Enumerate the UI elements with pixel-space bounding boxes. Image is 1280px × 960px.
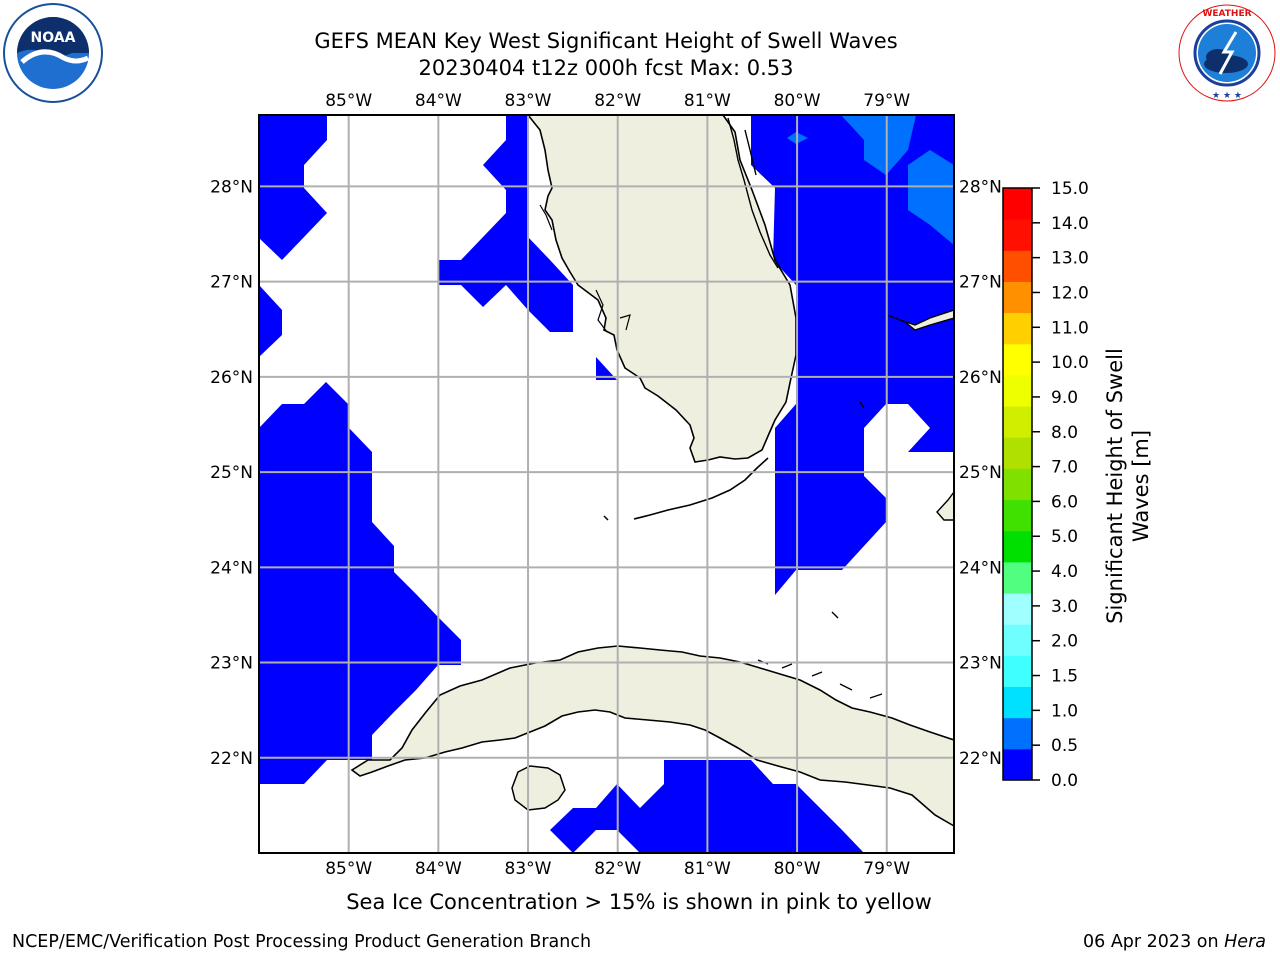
svg-text:WEATHER: WEATHER bbox=[1202, 9, 1251, 19]
latitude-label: 28°N bbox=[959, 177, 1002, 197]
colorbar-tick-label: 11.0 bbox=[1051, 318, 1089, 338]
colorbar-block bbox=[1003, 624, 1032, 656]
longitude-label: 79°W bbox=[863, 91, 910, 111]
colorbar-tick-label: 8.0 bbox=[1051, 423, 1078, 443]
colorbar-ticks: 0.0 0.5 1.0 1.5 2.0 3.0 4.0 5.0 6.0 7.0 8.0 9.0 10.0… bbox=[1032, 179, 1089, 791]
svg-text:NOAA: NOAA bbox=[31, 30, 76, 46]
latitude-label: 26°N bbox=[959, 368, 1002, 388]
latitude-label: 25°N bbox=[959, 463, 1002, 483]
longitude-label: 82°W bbox=[594, 859, 641, 879]
sea-ice-note: Sea Ice Concentration > 15% is shown in … bbox=[346, 890, 932, 914]
colorbar-block bbox=[1003, 499, 1032, 532]
colorbar-tick-label: 9.0 bbox=[1051, 388, 1078, 408]
colorbar-block bbox=[1003, 593, 1032, 625]
longitude-label: 79°W bbox=[863, 859, 910, 879]
latitude-label: 28°N bbox=[210, 177, 253, 197]
colorbar-tick-label: 5.0 bbox=[1051, 527, 1078, 547]
longitude-label: 80°W bbox=[774, 859, 821, 879]
latitude-label: 22°N bbox=[959, 749, 1002, 769]
colorbar-block bbox=[1003, 281, 1032, 314]
colorbar-tick-label: 3.0 bbox=[1051, 597, 1078, 617]
colorbar-tick-label: 10.0 bbox=[1051, 353, 1089, 373]
colorbar-block bbox=[1003, 686, 1032, 719]
national-weather-service-logo: WEATHER ★ ★ ★ bbox=[1178, 4, 1276, 102]
longitude-label: 84°W bbox=[415, 91, 462, 111]
colorbar-tick-label: 1.5 bbox=[1051, 667, 1078, 687]
latitude-label: 27°N bbox=[959, 273, 1002, 293]
colorbar-tick-label: 2.0 bbox=[1051, 632, 1078, 652]
colorbar-block bbox=[1003, 748, 1032, 781]
map-frame bbox=[258, 114, 955, 854]
noaa-logo: NOAA bbox=[3, 3, 103, 103]
longitude-label: 85°W bbox=[325, 91, 372, 111]
longitude-labels-top: 85°W 84°W 83°W 82°W 81°W 80°W 79°W bbox=[325, 91, 910, 111]
latitude-label: 24°N bbox=[959, 558, 1002, 578]
latitude-labels-right: 22°N 23°N 24°N 25°N 26°N 27°N 28°N bbox=[959, 177, 1002, 768]
colorbar-block bbox=[1003, 406, 1032, 438]
latitude-label: 27°N bbox=[210, 273, 253, 293]
colorbar-block bbox=[1003, 717, 1032, 750]
colorbar-block bbox=[1003, 561, 1032, 594]
colorbar-block bbox=[1003, 530, 1032, 563]
colorbar-tick-label: 7.0 bbox=[1051, 458, 1078, 478]
colorbar-block bbox=[1003, 374, 1032, 407]
colorbar-label: Significant Height of Swell Waves [m] bbox=[1103, 348, 1153, 624]
colorbar-tick-label: 0.0 bbox=[1051, 771, 1078, 791]
florida-landmass bbox=[526, 115, 797, 463]
latitude-label: 26°N bbox=[210, 368, 253, 388]
colorbar-block bbox=[1003, 468, 1032, 501]
colorbar-block bbox=[1003, 312, 1032, 345]
longitude-label: 83°W bbox=[505, 91, 552, 111]
longitude-label: 81°W bbox=[684, 859, 731, 879]
footer-date: 06 Apr 2023 on Hera bbox=[1083, 932, 1266, 952]
colorbar-tick-label: 0.5 bbox=[1051, 736, 1078, 756]
longitude-label: 81°W bbox=[684, 91, 731, 111]
colorbar-block bbox=[1003, 343, 1032, 376]
colorbar-tick-label: 13.0 bbox=[1051, 249, 1089, 269]
swell-height-field-2 bbox=[787, 115, 954, 245]
svg-text:★ ★ ★: ★ ★ ★ bbox=[1212, 91, 1242, 101]
longitude-label: 85°W bbox=[325, 859, 372, 879]
colorbar-block bbox=[1003, 655, 1032, 688]
longitude-label: 84°W bbox=[415, 859, 462, 879]
latitude-labels-left: 22°N 23°N 24°N 25°N 26°N 27°N 28°N bbox=[210, 177, 253, 768]
longitude-label: 82°W bbox=[594, 91, 641, 111]
colorbar-block bbox=[1003, 437, 1032, 469]
map-title: GEFS MEAN Key West Significant Height of… bbox=[314, 29, 898, 53]
colorbar-block bbox=[1003, 250, 1032, 282]
colorbar-tick-label: 4.0 bbox=[1051, 562, 1078, 582]
colorbar-block bbox=[1003, 219, 1032, 251]
colorbar-block bbox=[1003, 188, 1032, 220]
colorbar-tick-label: 15.0 bbox=[1051, 179, 1089, 199]
map-gridlines bbox=[259, 115, 954, 853]
latitude-label: 22°N bbox=[210, 749, 253, 769]
longitude-labels-bottom: 85°W 84°W 83°W 82°W 81°W 80°W 79°W bbox=[325, 859, 910, 879]
footer-credit: NCEP/EMC/Verification Post Processing Pr… bbox=[12, 932, 592, 952]
map-subtitle: 20230404 t12z 000h fcst Max: 0.53 bbox=[418, 56, 794, 80]
latitude-label: 23°N bbox=[210, 654, 253, 674]
latitude-label: 23°N bbox=[959, 654, 1002, 674]
longitude-label: 83°W bbox=[505, 859, 552, 879]
isla-de-la-juventud bbox=[511, 765, 566, 811]
colorbar-tick-label: 1.0 bbox=[1051, 701, 1078, 721]
colorbar-tick-label: 14.0 bbox=[1051, 214, 1089, 234]
colorbar-tick-label: 6.0 bbox=[1051, 492, 1078, 512]
latitude-label: 25°N bbox=[210, 463, 253, 483]
longitude-label: 80°W bbox=[774, 91, 821, 111]
latitude-label: 24°N bbox=[210, 558, 253, 578]
colorbar-frame bbox=[1002, 187, 1033, 781]
colorbar-blocks bbox=[1003, 188, 1032, 781]
colorbar-tick-label: 12.0 bbox=[1051, 283, 1089, 303]
